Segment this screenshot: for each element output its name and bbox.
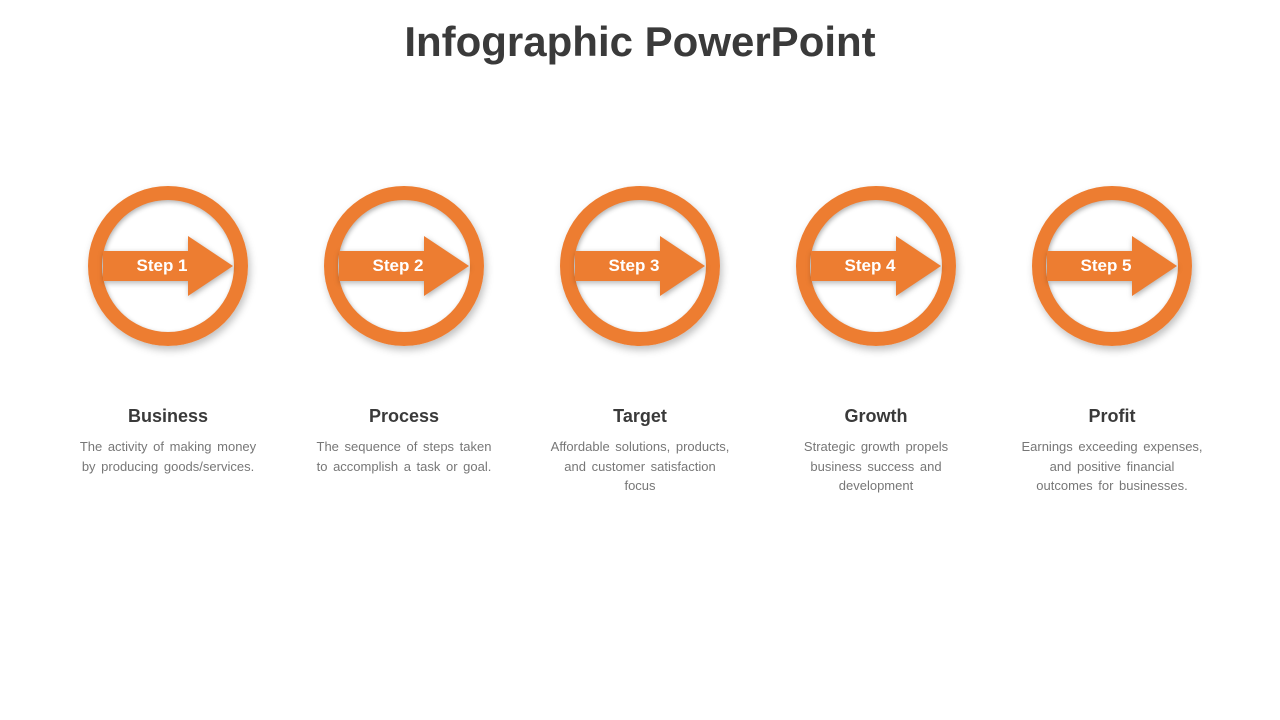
detail-text: Earnings exceeding expenses, and positiv… <box>1020 437 1204 496</box>
detail-heading: Business <box>76 406 260 427</box>
step-circle-wrap: Step 3 <box>550 186 730 346</box>
arrow-wrap: Step 2 <box>339 236 469 296</box>
step-label: Step 3 <box>608 256 659 276</box>
detail-block: Growth Strategic growth propels business… <box>776 406 976 496</box>
slide-title: Infographic PowerPoint <box>0 0 1280 66</box>
arrow-wrap: Step 3 <box>575 236 705 296</box>
arrow-wrap: Step 4 <box>811 236 941 296</box>
step-circle-wrap: Step 2 <box>314 186 494 346</box>
step-label: Step 1 <box>136 256 187 276</box>
detail-text: The sequence of steps taken to accomplis… <box>312 437 496 476</box>
step-label: Step 5 <box>1080 256 1131 276</box>
step-label: Step 2 <box>372 256 423 276</box>
detail-block: Process The sequence of steps taken to a… <box>304 406 504 496</box>
step-circle-wrap: Step 5 <box>1022 186 1202 346</box>
step-circle-wrap: Step 1 <box>78 186 258 346</box>
detail-block: Business The activity of making money by… <box>68 406 268 496</box>
step-circle-5: Step 5 <box>1032 186 1192 346</box>
steps-row: Step 1 Step 2 Step 3 <box>0 186 1280 346</box>
arrow-wrap: Step 5 <box>1047 236 1177 296</box>
step-circle-3: Step 3 <box>560 186 720 346</box>
step-circle-1: Step 1 <box>88 186 248 346</box>
detail-text: Affordable solutions, products, and cust… <box>548 437 732 496</box>
detail-text: Strategic growth propels business succes… <box>784 437 968 496</box>
detail-heading: Target <box>548 406 732 427</box>
step-circle-4: Step 4 <box>796 186 956 346</box>
detail-block: Target Affordable solutions, products, a… <box>540 406 740 496</box>
detail-heading: Profit <box>1020 406 1204 427</box>
detail-text: The activity of making money by producin… <box>76 437 260 476</box>
detail-block: Profit Earnings exceeding expenses, and … <box>1012 406 1212 496</box>
step-circle-2: Step 2 <box>324 186 484 346</box>
arrow-wrap: Step 1 <box>103 236 233 296</box>
detail-heading: Process <box>312 406 496 427</box>
step-circle-wrap: Step 4 <box>786 186 966 346</box>
detail-heading: Growth <box>784 406 968 427</box>
details-row: Business The activity of making money by… <box>0 406 1280 496</box>
step-label: Step 4 <box>844 256 895 276</box>
